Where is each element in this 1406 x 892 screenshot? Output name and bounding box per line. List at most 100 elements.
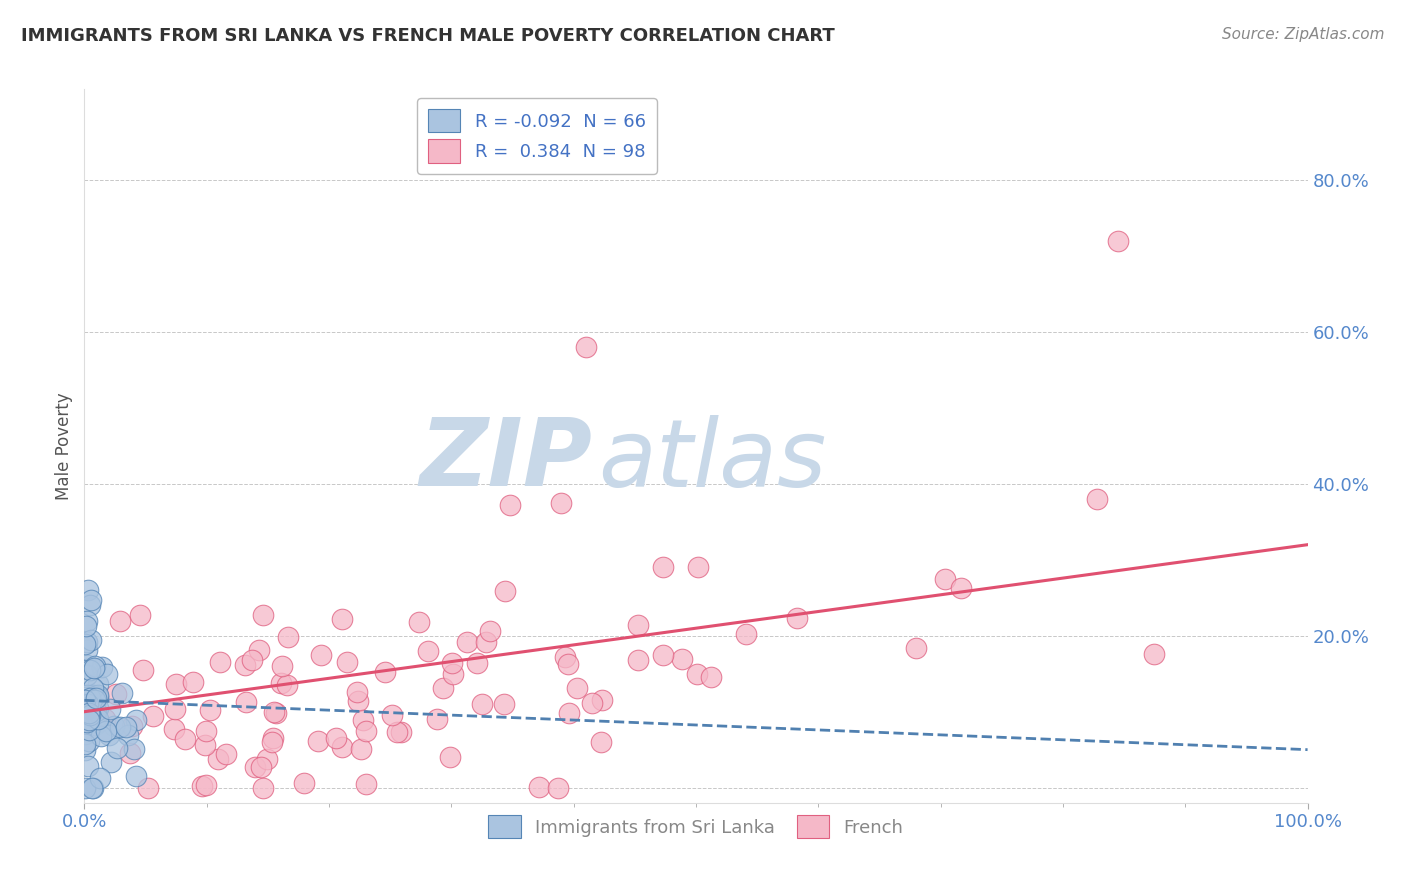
Point (250, 760, 273, 774)
Point (381, 708, 404, 723)
Point (292, 776, 315, 790)
Point (347, 694, 370, 708)
Point (277, 630, 299, 644)
Text: IMMIGRANTS FROM SRI LANKA VS FRENCH MALE POVERTY CORRELATION CHART: IMMIGRANTS FROM SRI LANKA VS FRENCH MALE… (21, 27, 835, 45)
Point (80, 633, 103, 648)
Y-axis label: Male Poverty: Male Poverty (55, 392, 73, 500)
Point (121, 719, 143, 733)
Point (905, 640, 928, 655)
Point (111, 686, 134, 700)
Point (385, 725, 408, 739)
Point (627, 617, 650, 632)
Point (107, 741, 129, 756)
Point (263, 705, 285, 719)
Point (79, 708, 101, 723)
Point (1143, 648, 1166, 662)
Point (270, 676, 292, 690)
Point (456, 635, 478, 649)
Point (589, 735, 612, 749)
Point (240, 652, 263, 666)
Point (245, 760, 267, 774)
Point (252, 608, 274, 623)
Point (73, 737, 96, 751)
Point (77, 723, 100, 737)
Point (200, 703, 222, 717)
Point (79, 691, 101, 706)
Point (108, 614, 131, 628)
Point (325, 731, 347, 746)
Point (949, 581, 972, 595)
Point (84, 659, 107, 673)
Point (84, 718, 107, 732)
Point (529, 780, 551, 794)
Point (84, 690, 107, 705)
Point (181, 674, 204, 689)
Point (499, 498, 522, 512)
Point (270, 659, 292, 673)
Point (1107, 234, 1129, 248)
Point (374, 665, 396, 680)
Point (75, 619, 97, 633)
Point (79, 599, 101, 613)
Point (252, 780, 274, 795)
Point (471, 697, 494, 711)
Point (346, 685, 368, 699)
Point (138, 780, 160, 795)
Point (75, 637, 97, 651)
Point (82, 780, 104, 795)
Point (432, 681, 454, 695)
Point (262, 731, 284, 746)
Point (557, 657, 579, 672)
Point (264, 706, 287, 721)
Point (80, 780, 103, 795)
Point (163, 723, 186, 737)
Point (494, 583, 516, 598)
Point (80, 592, 103, 607)
Point (76, 715, 98, 730)
Point (129, 607, 152, 622)
Text: Source: ZipAtlas.com: Source: ZipAtlas.com (1222, 27, 1385, 42)
Point (307, 733, 329, 747)
Point (125, 713, 148, 727)
Text: atlas: atlas (598, 415, 827, 506)
Point (207, 752, 229, 766)
Point (76, 657, 98, 672)
Point (330, 739, 353, 754)
Point (233, 657, 256, 672)
Point (75, 743, 97, 757)
Point (87, 690, 110, 704)
Point (124, 769, 146, 783)
Point (475, 635, 498, 649)
Point (87, 688, 110, 702)
Point (479, 624, 502, 639)
Point (98, 702, 121, 716)
Point (260, 735, 283, 749)
Point (82, 688, 104, 702)
Point (441, 667, 464, 681)
Point (73, 726, 96, 740)
Point (557, 706, 579, 720)
Point (247, 642, 270, 657)
Point (77, 583, 100, 598)
Point (591, 693, 613, 707)
Point (82, 681, 104, 696)
Point (174, 732, 197, 747)
Point (408, 615, 430, 629)
Point (439, 750, 461, 764)
Point (440, 656, 463, 670)
Point (276, 678, 298, 692)
Point (76, 614, 98, 628)
Point (79, 708, 101, 723)
Point (76, 759, 98, 773)
Point (105, 687, 128, 701)
Point (76, 667, 98, 681)
Point (76, 643, 98, 657)
Point (76, 662, 98, 676)
Point (118, 746, 141, 760)
Point (418, 644, 440, 658)
Point (79, 706, 101, 721)
Point (76, 634, 98, 648)
Point (651, 560, 673, 574)
Point (97, 727, 120, 741)
Point (76, 697, 98, 711)
